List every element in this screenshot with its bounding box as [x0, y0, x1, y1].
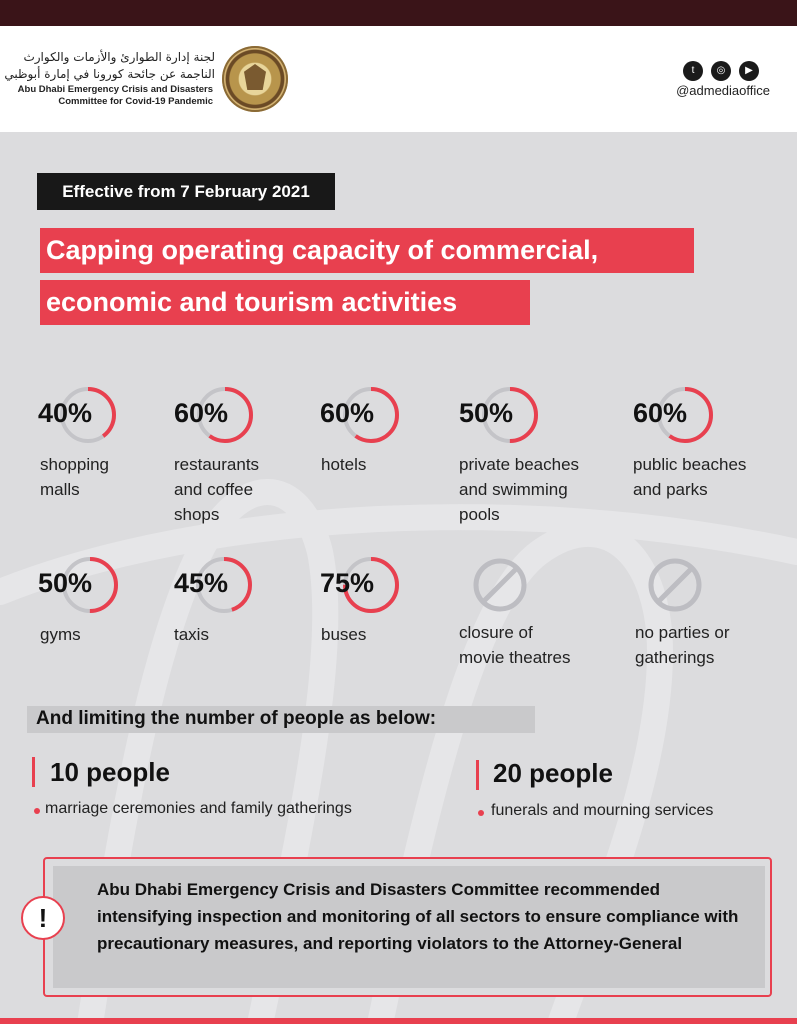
capacity-ring-restaurants	[197, 387, 253, 443]
capacity-ring-private-beaches	[482, 387, 538, 443]
capacity-percent-private-beaches: 50%	[459, 398, 514, 428]
note-box-inner	[53, 866, 765, 988]
bullet-dot	[34, 808, 40, 814]
limiting-heading: And limiting the number of people as bel…	[36, 708, 437, 729]
capacity-percent-taxis: 45%	[174, 568, 229, 598]
title-line-2: economic and tourism activities	[40, 280, 530, 325]
top-bar	[0, 0, 797, 26]
people-limit-10-description: marriage ceremonies and family gathering…	[45, 800, 352, 817]
capacity-percent-shopping-malls: 40%	[38, 398, 93, 428]
capacity-label-private-beaches: private beaches and swimming pools	[459, 455, 580, 524]
capacity-ring-taxis	[196, 557, 252, 613]
capacity-ring-gyms	[62, 557, 118, 613]
label-movie-theatres-closure: closure of movie theatres	[459, 623, 571, 667]
title-line-1: Capping operating capacity of commercial…	[40, 228, 694, 273]
capacity-label-gyms: gyms	[40, 625, 81, 644]
accent-bar	[476, 760, 479, 790]
background-watermark	[0, 479, 797, 1024]
limiting-heading-background	[27, 706, 535, 733]
label-no-parties: no parties or gatherings	[635, 623, 730, 667]
capacity-percent-public-beaches: 60%	[633, 398, 688, 428]
capacity-ring-buses	[343, 557, 399, 613]
capacity-label-shopping-malls: shopping malls	[40, 455, 110, 499]
capacity-percent-buses: 75%	[320, 568, 375, 598]
capacity-ring-hotels	[343, 387, 399, 443]
committee-name-english-line2: Committee for Covid-19 Pandemic	[58, 96, 213, 107]
capacity-percent-gyms: 50%	[38, 568, 93, 598]
committee-name-arabic-line2: الناجمة عن جائحة كورونا في إمارة أبوظبي	[4, 67, 215, 81]
note-text: Abu Dhabi Emergency Crisis and Disasters…	[97, 880, 739, 953]
effective-date-banner: Effective from 7 February 2021	[37, 173, 335, 210]
capacity-ring-public-beaches	[657, 387, 713, 443]
capacity-percent-restaurants: 60%	[174, 398, 229, 428]
capacity-ring-shopping-malls	[60, 387, 116, 443]
capacity-label-taxis: taxis	[174, 625, 209, 644]
people-limit-10: 10 people	[50, 757, 170, 787]
prohibited-icon	[473, 558, 527, 612]
capacity-percent-hotels: 60%	[320, 398, 375, 428]
instagram-icon[interactable]: ◎	[711, 61, 731, 81]
capacity-label-hotels: hotels	[321, 455, 367, 474]
accent-bar	[32, 757, 35, 787]
exclamation-icon: !	[21, 896, 65, 940]
prohibited-icon	[648, 558, 702, 612]
emblem-logo	[222, 46, 288, 112]
people-limit-20: 20 people	[493, 758, 613, 788]
committee-name-arabic-line1: لجنة إدارة الطوارئ والأزمات والكوارث	[23, 50, 215, 64]
youtube-icon[interactable]: ▶	[739, 61, 759, 81]
bottom-bar	[0, 1018, 797, 1024]
social-handle[interactable]: @admediaoffice	[676, 83, 770, 98]
committee-name-english-line1: Abu Dhabi Emergency Crisis and Disasters	[17, 84, 213, 95]
capacity-label-public-beaches: public beaches and parks	[633, 455, 747, 499]
capacity-label-restaurants: restaurants and coffee shops	[174, 455, 260, 524]
people-limit-20-description: funerals and mourning services	[491, 802, 714, 819]
bullet-dot	[478, 810, 484, 816]
header: لجنة إدارة الطوارئ والأزمات والكوارث الن…	[0, 26, 797, 132]
capacity-label-buses: buses	[321, 625, 367, 644]
twitter-icon[interactable]: t	[683, 61, 703, 81]
